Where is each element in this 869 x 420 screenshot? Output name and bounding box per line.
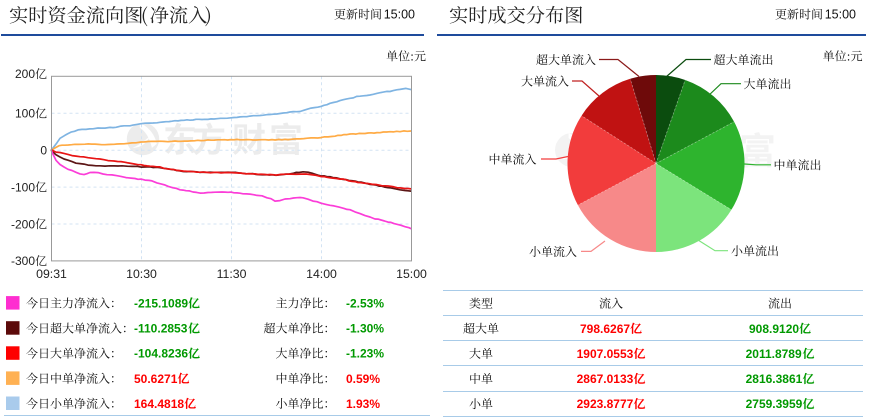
svg-text:50.6271: 50.6271	[134, 372, 178, 386]
svg-text:100: 100	[15, 107, 35, 121]
svg-text:-215.1089: -215.1089	[134, 297, 188, 311]
svg-text:908.9120: 908.9120	[749, 322, 799, 336]
svg-text:0: 0	[40, 144, 47, 158]
svg-text:10:30: 10:30	[126, 267, 157, 281]
svg-text:15:00: 15:00	[825, 7, 856, 21]
svg-text:2759.3959: 2759.3959	[746, 397, 803, 411]
svg-text:-104.8236: -104.8236	[134, 347, 188, 361]
svg-text:-300: -300	[11, 254, 35, 268]
svg-text:164.4818: 164.4818	[134, 397, 184, 411]
svg-text:200: 200	[15, 67, 35, 81]
svg-text:09:31: 09:31	[36, 267, 67, 281]
svg-text:2923.8777: 2923.8777	[577, 397, 634, 411]
svg-text:-110.2853: -110.2853	[134, 322, 188, 336]
svg-text:15:00: 15:00	[384, 7, 415, 21]
svg-text:1907.0553: 1907.0553	[577, 347, 634, 361]
svg-text:2011.8789: 2011.8789	[746, 347, 802, 361]
svg-text:2867.0133: 2867.0133	[577, 372, 634, 386]
svg-text:-100: -100	[11, 180, 35, 194]
svg-text:1.93%: 1.93%	[346, 397, 380, 411]
svg-text:15:00: 15:00	[396, 267, 427, 281]
svg-text:-200: -200	[11, 217, 35, 231]
svg-text:0.59%: 0.59%	[346, 372, 380, 386]
svg-text:-2.53%: -2.53%	[346, 297, 384, 311]
svg-text:-1.30%: -1.30%	[346, 322, 384, 336]
svg-text:2816.3861: 2816.3861	[746, 372, 803, 386]
svg-text:-1.23%: -1.23%	[346, 347, 384, 361]
svg-text:11:30: 11:30	[217, 267, 247, 281]
svg-text:14:00: 14:00	[306, 267, 337, 281]
svg-text:798.6267: 798.6267	[580, 322, 630, 336]
